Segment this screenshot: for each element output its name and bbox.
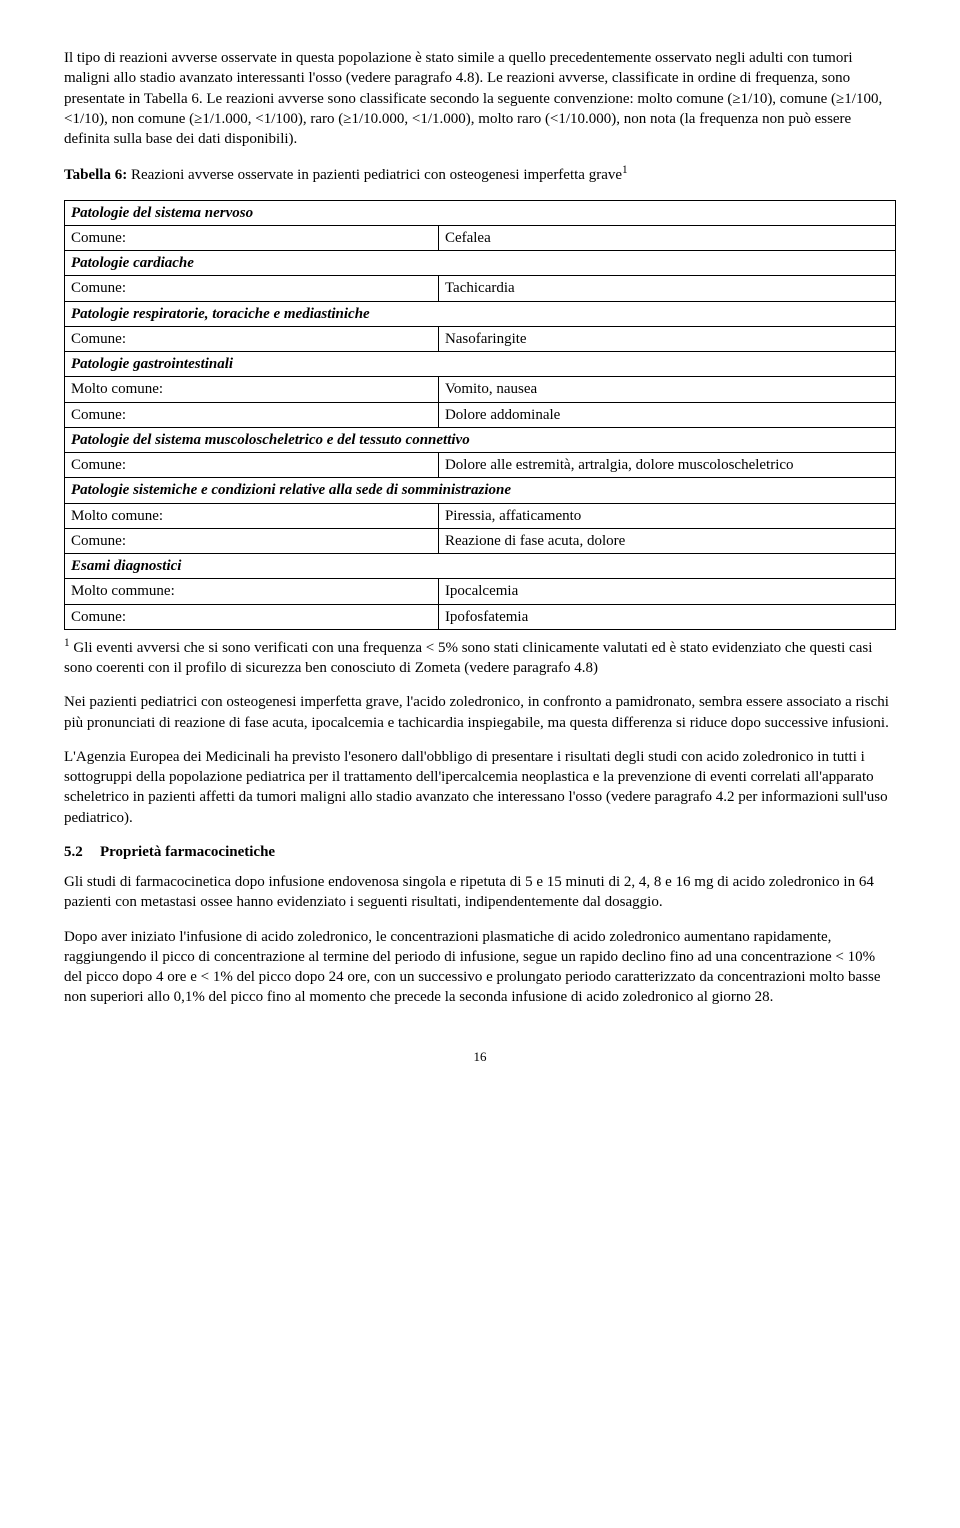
table-row: Molto comune:Piressia, affaticamento: [65, 503, 896, 528]
table-footnote: 1 Gli eventi avversi che si sono verific…: [64, 636, 896, 679]
reaction-value: Ipofosfatemia: [438, 604, 895, 629]
frequency-label: Comune:: [65, 528, 439, 553]
table-row: Patologie del sistema nervoso: [65, 200, 896, 225]
frequency-label: Comune:: [65, 326, 439, 351]
table-title-sup: 1: [622, 164, 628, 176]
soc-header: Patologie sistemiche e condizioni relati…: [65, 478, 896, 503]
frequency-label: Comune:: [65, 225, 439, 250]
reaction-value: Dolore addominale: [438, 402, 895, 427]
table-row: Patologie sistemiche e condizioni relati…: [65, 478, 896, 503]
reaction-value: Cefalea: [438, 225, 895, 250]
table-row: Patologie gastrointestinali: [65, 352, 896, 377]
table-row: Comune:Ipofosfatemia: [65, 604, 896, 629]
table-title-rest: Reazioni avverse osservate in pazienti p…: [127, 167, 622, 183]
frequency-label: Comune:: [65, 604, 439, 629]
frequency-label: Comune:: [65, 402, 439, 427]
frequency-label: Molto commune:: [65, 579, 439, 604]
table-row: Comune:Cefalea: [65, 225, 896, 250]
reaction-value: Piressia, affaticamento: [438, 503, 895, 528]
soc-header: Esami diagnostici: [65, 554, 896, 579]
soc-header: Patologie respiratorie, toraciche e medi…: [65, 301, 896, 326]
reaction-value: Dolore alle estremità, artralgia, dolore…: [438, 453, 895, 478]
frequency-label: Molto comune:: [65, 377, 439, 402]
table-title: Tabella 6: Reazioni avverse osservate in…: [64, 163, 896, 185]
section-heading: 5.2Proprietà farmacocinetiche: [64, 842, 896, 862]
reaction-value: Ipocalcemia: [438, 579, 895, 604]
paragraph-ema: L'Agenzia Europea dei Medicinali ha prev…: [64, 747, 896, 828]
adverse-events-table: Patologie del sistema nervosoComune:Cefa…: [64, 200, 896, 630]
reaction-value: Vomito, nausea: [438, 377, 895, 402]
table-row: Patologie cardiache: [65, 251, 896, 276]
table-row: Molto comune:Vomito, nausea: [65, 377, 896, 402]
table-row: Molto commune:Ipocalcemia: [65, 579, 896, 604]
soc-header: Patologie cardiache: [65, 251, 896, 276]
footnote-text: Gli eventi avversi che si sono verificat…: [64, 640, 872, 676]
frequency-label: Molto comune:: [65, 503, 439, 528]
table-row: Patologie del sistema muscoloscheletrico…: [65, 427, 896, 452]
table-row: Comune:Dolore alle estremità, artralgia,…: [65, 453, 896, 478]
paragraph-pediatric: Nei pazienti pediatrici con osteogenesi …: [64, 692, 896, 733]
section-title: Proprietà farmacocinetiche: [100, 844, 275, 860]
reaction-value: Nasofaringite: [438, 326, 895, 351]
table-row: Patologie respiratorie, toraciche e medi…: [65, 301, 896, 326]
table-row: Comune:Tachicardia: [65, 276, 896, 301]
paragraph-pk-intro: Gli studi di farmacocinetica dopo infusi…: [64, 872, 896, 913]
page-number: 16: [64, 1048, 896, 1066]
soc-header: Patologie del sistema nervoso: [65, 200, 896, 225]
table-row: Comune:Nasofaringite: [65, 326, 896, 351]
reaction-value: Reazione di fase acuta, dolore: [438, 528, 895, 553]
table-title-prefix: Tabella 6:: [64, 167, 127, 183]
table-row: Esami diagnostici: [65, 554, 896, 579]
reaction-value: Tachicardia: [438, 276, 895, 301]
paragraph-pk-details: Dopo aver iniziato l'infusione di acido …: [64, 927, 896, 1008]
frequency-label: Comune:: [65, 453, 439, 478]
section-number: 5.2: [64, 842, 100, 862]
table-row: Comune:Reazione di fase acuta, dolore: [65, 528, 896, 553]
frequency-label: Comune:: [65, 276, 439, 301]
soc-header: Patologie gastrointestinali: [65, 352, 896, 377]
table-row: Comune:Dolore addominale: [65, 402, 896, 427]
soc-header: Patologie del sistema muscoloscheletrico…: [65, 427, 896, 452]
intro-paragraph: Il tipo di reazioni avverse osservate in…: [64, 48, 896, 149]
